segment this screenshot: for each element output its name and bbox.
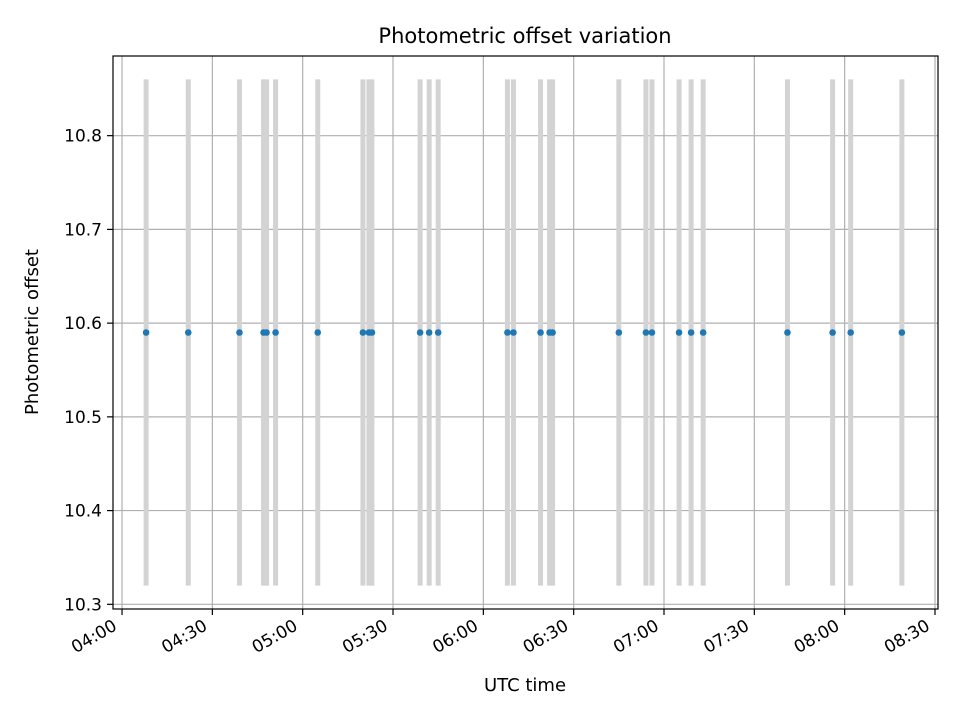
data-point <box>675 329 683 336</box>
data-point <box>434 329 442 336</box>
data-point <box>648 329 656 336</box>
y-tick-label: 10.8 <box>64 127 102 147</box>
data-point <box>314 329 322 336</box>
x-axis-label: UTC time <box>484 675 566 696</box>
data-point <box>504 329 511 336</box>
y-tick-label: 10.5 <box>64 408 102 428</box>
data-point <box>510 329 517 336</box>
y-tick-label: 10.3 <box>64 595 102 615</box>
data-point <box>615 329 623 336</box>
data-point <box>784 329 791 336</box>
data-point <box>263 329 270 336</box>
y-axis-ticks: 10.3 10.4 10.5 10.6 10.7 10.8 <box>64 127 113 615</box>
data-point <box>236 329 243 336</box>
data-point <box>537 329 544 336</box>
plot-area-frame <box>112 55 939 610</box>
y-tick-label: 10.7 <box>64 220 102 240</box>
data-point <box>898 329 906 336</box>
data-point <box>368 329 376 336</box>
data-point <box>847 329 854 336</box>
data-point <box>549 329 556 336</box>
y-tick-label: 10.6 <box>64 314 102 334</box>
y-tick-label: 10.4 <box>64 502 102 522</box>
chart-title: Photometric offset variation <box>378 24 671 48</box>
data-point <box>359 329 367 336</box>
data-point <box>272 329 279 336</box>
data-point <box>142 329 150 336</box>
y-axis-label: Photometric offset <box>22 249 43 415</box>
data-point <box>699 329 707 336</box>
data-point <box>642 329 650 336</box>
data-point <box>416 329 424 336</box>
data-point <box>687 329 695 336</box>
data-point <box>184 329 192 336</box>
data-points <box>142 329 906 336</box>
data-point <box>425 329 433 336</box>
grid <box>113 56 938 609</box>
data-point <box>829 329 836 336</box>
